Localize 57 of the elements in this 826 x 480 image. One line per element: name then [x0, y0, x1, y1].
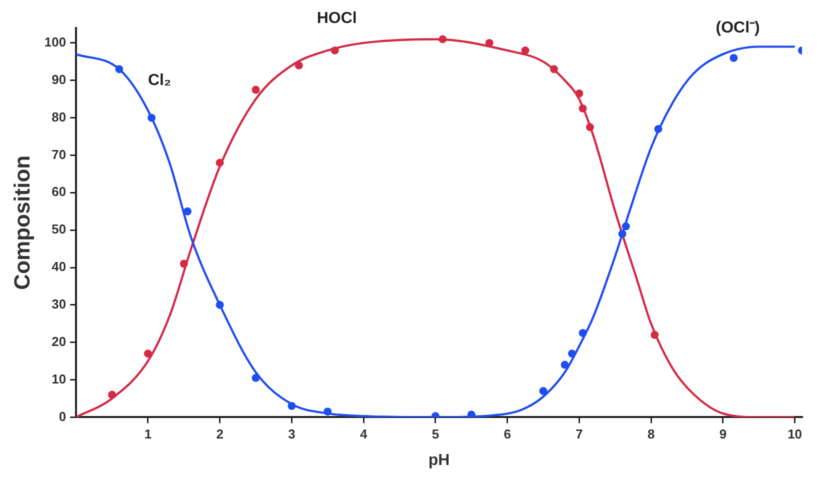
y-axis-title: Composition: [9, 155, 34, 290]
point: [575, 89, 584, 98]
x-tick-label: 9: [719, 426, 727, 442]
x-tick-label: 5: [432, 426, 440, 442]
point: [467, 410, 476, 418]
point: [144, 350, 152, 358]
point: [485, 38, 494, 47]
point: [294, 61, 303, 70]
annotation: Cl₂: [148, 72, 172, 89]
x-tick-label: 3: [288, 426, 296, 442]
x-tick-label: 10: [788, 426, 802, 442]
y-tick-label: 0: [58, 408, 66, 424]
point: [654, 125, 662, 134]
point: [521, 46, 530, 54]
y-tick-label: 60: [52, 184, 66, 200]
point: [148, 114, 156, 122]
point: [578, 329, 587, 337]
point: [216, 300, 224, 309]
y-tick-label: 80: [52, 109, 66, 124]
y-tick-label: 90: [52, 72, 66, 87]
point: [324, 408, 332, 416]
point: [438, 35, 447, 44]
x-tick-label: 4: [360, 426, 368, 442]
point: [730, 54, 738, 62]
point: [586, 123, 594, 132]
x-tick-label: 7: [576, 426, 583, 442]
x-tick-label: 1: [144, 426, 152, 442]
y-tick-label: 20: [52, 334, 66, 349]
point: [578, 104, 587, 112]
x-tick-label: 2: [216, 426, 224, 442]
point: [560, 360, 569, 369]
point: [550, 65, 558, 74]
point: [622, 222, 630, 230]
x-tick-label: 8: [647, 426, 655, 442]
point: [108, 390, 116, 399]
point: [216, 158, 224, 167]
point: [330, 46, 339, 54]
x-tick-label: 6: [504, 426, 511, 442]
point: [252, 374, 260, 382]
point: [568, 350, 576, 358]
y-tick-label: 30: [52, 296, 66, 312]
y-tick-label: 100: [44, 34, 66, 50]
y-tick-label: 40: [52, 259, 66, 274]
point: [288, 402, 296, 410]
y-tick-label: 70: [52, 146, 66, 162]
point: [539, 387, 548, 396]
y-tick-label: 50: [52, 222, 66, 237]
text: HOCl: [316, 10, 357, 28]
point: [618, 230, 626, 238]
y-tick-label: 10: [52, 371, 66, 386]
point: [183, 207, 192, 216]
point: [115, 65, 124, 74]
point: [252, 86, 260, 94]
annotation: (OCl⁻): [716, 19, 760, 36]
point: [650, 330, 659, 339]
point: [180, 260, 188, 268]
x-axis-title: pH: [428, 452, 450, 469]
